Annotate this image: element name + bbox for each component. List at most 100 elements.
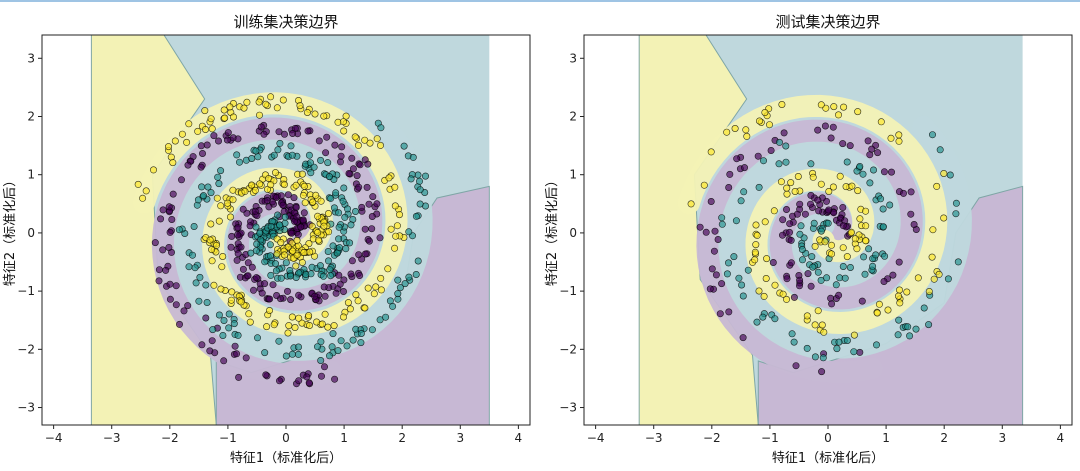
test-point-purple <box>806 200 814 208</box>
train-point-purple <box>151 239 159 247</box>
test-point-yellow <box>853 245 861 253</box>
train-point-yellow <box>385 174 393 182</box>
train-point-purple <box>166 280 174 288</box>
test-point-yellow <box>755 287 763 295</box>
train-point-yellow <box>393 222 401 230</box>
test-point-yellow <box>887 134 895 142</box>
train-point-teal <box>230 320 238 328</box>
train-point-purple <box>159 246 167 254</box>
test-point-teal <box>912 325 920 333</box>
test-point-teal <box>730 253 738 261</box>
test-point-teal <box>850 348 858 356</box>
test-point-yellow <box>854 108 862 116</box>
test-point-purple <box>814 196 822 204</box>
test-point-teal <box>738 281 746 289</box>
train-point-yellow <box>298 258 306 266</box>
train-point-teal <box>189 251 197 259</box>
train-point-yellow <box>391 183 399 191</box>
train-point-purple <box>280 130 288 138</box>
test-decision-regions <box>638 35 1024 425</box>
train-point-teal <box>335 244 343 252</box>
test-point-yellow <box>903 288 911 296</box>
train-point-yellow <box>301 199 309 207</box>
train-point-teal <box>202 281 210 289</box>
test-point-purple <box>787 259 795 267</box>
test-point-teal <box>824 219 832 227</box>
train-point-yellow <box>305 321 313 329</box>
train-point-purple <box>284 191 292 199</box>
train-point-teal <box>270 151 278 159</box>
test-title: 测试集决策边界 <box>775 13 880 31</box>
test-point-teal <box>869 262 877 270</box>
test-point-yellow <box>894 292 902 300</box>
train-point-yellow <box>325 228 333 236</box>
train-point-teal <box>252 247 260 255</box>
test-point-purple <box>907 210 915 218</box>
train-point-yellow <box>291 323 299 331</box>
test-point-purple <box>864 137 872 145</box>
train-point-purple <box>369 193 377 201</box>
test-point-teal <box>823 274 831 282</box>
train-point-purple <box>257 123 265 131</box>
test-point-yellow <box>821 238 829 246</box>
test-point-purple <box>706 285 714 293</box>
train-point-yellow <box>227 296 235 304</box>
train-point-teal <box>282 352 290 360</box>
train-point-purple <box>228 232 236 240</box>
test-point-teal <box>954 258 962 266</box>
train-point-purple <box>258 289 266 297</box>
test-point-teal <box>798 246 806 254</box>
test-point-teal <box>775 138 783 146</box>
test-point-yellow <box>687 200 695 208</box>
test-point-yellow <box>811 242 819 250</box>
test-point-purple <box>710 247 718 255</box>
train-point-yellow <box>207 115 215 123</box>
test-point-purple <box>740 164 748 172</box>
test-point-teal <box>895 316 903 324</box>
test-point-yellow <box>707 148 715 156</box>
train-point-purple <box>227 243 235 251</box>
train-point-purple <box>289 130 297 138</box>
test-ytick-label: 0 <box>569 226 577 240</box>
train-point-teal <box>317 338 325 346</box>
train-point-teal <box>332 189 340 197</box>
test-point-teal <box>737 197 745 205</box>
train-point-yellow <box>217 202 225 210</box>
test-point-yellow <box>884 306 892 314</box>
train-ytick-label: −2 <box>17 342 35 356</box>
train-point-teal <box>294 350 302 358</box>
test-point-purple <box>889 271 897 279</box>
train-point-teal <box>328 343 336 351</box>
train-point-purple <box>321 292 329 300</box>
train-point-purple <box>323 133 331 141</box>
train-point-teal <box>351 208 359 216</box>
train-point-purple <box>295 377 303 385</box>
train-point-purple <box>345 170 353 178</box>
test-point-yellow <box>791 188 799 196</box>
train-point-purple <box>251 207 259 215</box>
test-point-yellow <box>895 131 903 139</box>
test-point-teal <box>718 214 726 222</box>
train-point-purple <box>356 271 364 279</box>
test-point-yellow <box>782 295 790 303</box>
test-point-teal <box>866 179 874 187</box>
train-point-yellow <box>296 102 304 110</box>
train-xtick-label: 3 <box>456 431 464 445</box>
train-point-yellow <box>207 220 215 228</box>
train-point-teal <box>219 331 227 339</box>
train-point-yellow <box>321 310 329 318</box>
train-point-yellow <box>292 262 300 270</box>
train-point-yellow <box>318 320 326 328</box>
train-point-teal <box>324 248 332 256</box>
train-point-purple <box>304 127 312 135</box>
train-point-purple <box>223 136 231 144</box>
test-point-teal <box>859 170 867 178</box>
train-point-purple <box>332 289 340 297</box>
train-point-teal <box>195 297 203 305</box>
train-point-yellow <box>298 170 306 178</box>
train-point-yellow <box>280 251 288 259</box>
test-point-purple <box>825 206 833 214</box>
train-point-yellow <box>134 180 142 188</box>
train-point-purple <box>184 302 192 310</box>
test-point-yellow <box>933 182 941 190</box>
